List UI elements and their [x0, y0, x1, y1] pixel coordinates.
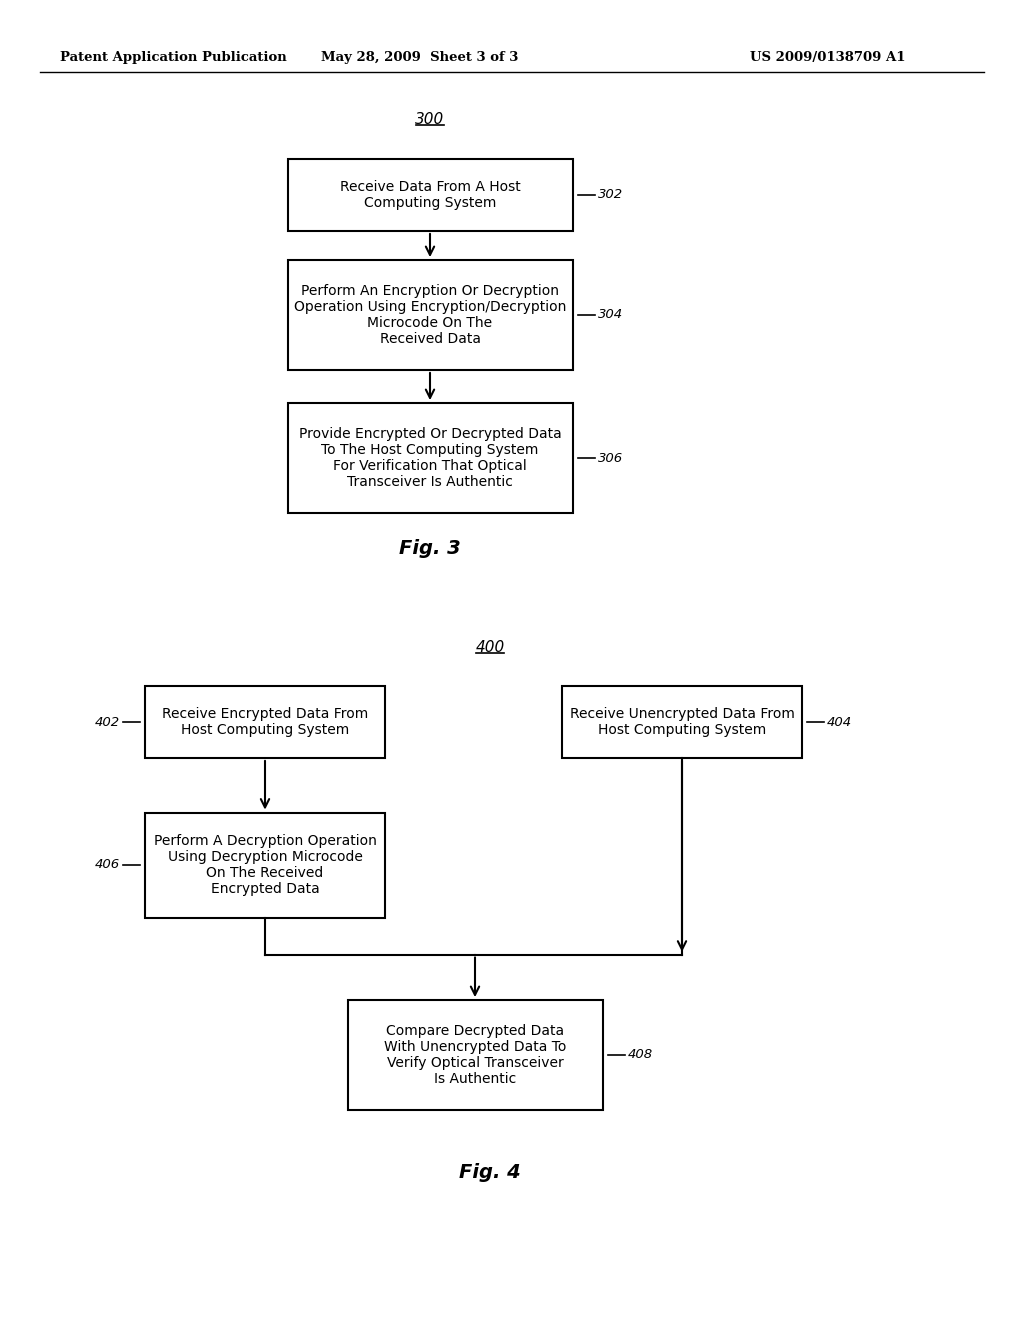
Text: Compare Decrypted Data
With Unencrypted Data To
Verify Optical Transceiver
Is Au: Compare Decrypted Data With Unencrypted …	[384, 1024, 566, 1086]
Text: 400: 400	[475, 640, 505, 656]
Text: 304: 304	[597, 309, 623, 322]
Bar	[562, 686, 802, 758]
Bar	[288, 260, 572, 370]
Text: 306: 306	[597, 451, 623, 465]
Text: 408: 408	[628, 1048, 652, 1061]
Text: 302: 302	[597, 189, 623, 202]
Text: Provide Encrypted Or Decrypted Data
To The Host Computing System
For Verificatio: Provide Encrypted Or Decrypted Data To T…	[299, 426, 561, 490]
Bar	[145, 813, 385, 917]
Text: Receive Data From A Host
Computing System: Receive Data From A Host Computing Syste…	[340, 180, 520, 210]
Text: US 2009/0138709 A1: US 2009/0138709 A1	[750, 51, 905, 65]
Bar	[288, 158, 572, 231]
Text: Patent Application Publication: Patent Application Publication	[60, 51, 287, 65]
Bar	[288, 403, 572, 513]
Text: Receive Unencrypted Data From
Host Computing System: Receive Unencrypted Data From Host Compu…	[569, 708, 795, 737]
Text: 402: 402	[95, 715, 120, 729]
Text: 300: 300	[416, 112, 444, 128]
Text: Fig. 4: Fig. 4	[459, 1163, 521, 1181]
Bar	[347, 1001, 602, 1110]
Text: Perform A Decryption Operation
Using Decryption Microcode
On The Received
Encryp: Perform A Decryption Operation Using Dec…	[154, 834, 377, 896]
Bar	[145, 686, 385, 758]
Text: Fig. 3: Fig. 3	[399, 539, 461, 557]
Text: 406: 406	[95, 858, 120, 871]
Text: Receive Encrypted Data From
Host Computing System: Receive Encrypted Data From Host Computi…	[162, 708, 368, 737]
Text: May 28, 2009  Sheet 3 of 3: May 28, 2009 Sheet 3 of 3	[322, 51, 519, 65]
Text: Perform An Encryption Or Decryption
Operation Using Encryption/Decryption
Microc: Perform An Encryption Or Decryption Oper…	[294, 284, 566, 346]
Text: 404: 404	[827, 715, 852, 729]
